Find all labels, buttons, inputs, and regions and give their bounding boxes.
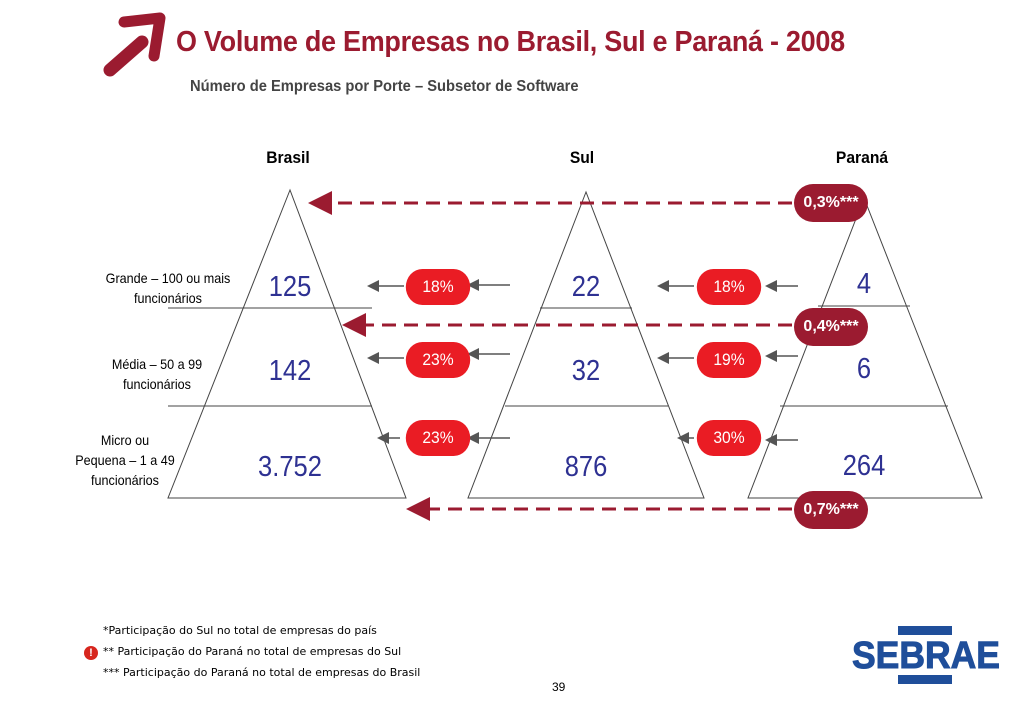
sul-share-grande: 18% — [405, 269, 471, 305]
value-brasil-grande: 125 — [268, 271, 312, 303]
page-number: 39 — [552, 680, 566, 694]
value-sul-grande: 22 — [571, 271, 601, 303]
page-title: O Volume de Empresas no Brasil, Sul e Pa… — [176, 26, 845, 58]
sul-share-media: 23% — [405, 342, 471, 378]
row-label-micro: Micro ou Pequena – 1 a 49 funcionários — [75, 432, 175, 488]
dashed-arrows — [308, 191, 792, 521]
sebrae-logo: SEBRAE — [852, 626, 1001, 684]
value-sul-micro: 876 — [564, 451, 608, 483]
column-header-parana: Paraná — [835, 148, 889, 167]
parana-share-sul-grande: 18% — [696, 269, 762, 305]
sebrae-logo-text: SEBRAE — [852, 635, 1000, 677]
footnote-1: *Participação do Sul no total de empresa… — [103, 624, 377, 637]
value-parana-micro: 264 — [842, 450, 886, 482]
row-label-grande: Grande – 100 ou mais funcionários — [105, 270, 231, 306]
footnote-3: *** Participação do Paraná no total de e… — [103, 666, 421, 679]
red-arrow-icon — [103, 12, 166, 77]
warning-icon: ! — [84, 646, 98, 660]
share-arrows — [367, 279, 798, 446]
value-parana-grande: 4 — [856, 268, 872, 300]
column-header-brasil: Brasil — [266, 148, 310, 167]
parana-share-sul-micro: 30% — [696, 420, 762, 456]
footnote-2: ** Participação do Paraná no total de em… — [103, 645, 402, 658]
parana-share-brasil-micro: 0,7%*** — [794, 491, 868, 529]
pyramid-brasil — [167, 188, 407, 499]
value-brasil-media: 142 — [268, 355, 312, 387]
value-brasil-micro: 3.752 — [258, 451, 322, 483]
pyramid-sul — [467, 190, 705, 499]
pyramid-parana — [747, 196, 983, 499]
parana-share-brasil-grande: 0,3%*** — [794, 184, 868, 222]
column-header-sul: Sul — [569, 148, 595, 167]
row-label-media: Média – 50 a 99 funcionários — [111, 356, 203, 392]
sul-share-micro: 23% — [405, 420, 471, 456]
page-subtitle: Número de Empresas por Porte – Subsetor … — [190, 78, 579, 95]
value-sul-media: 32 — [571, 355, 601, 387]
parana-share-brasil-media: 0,4%*** — [794, 308, 868, 346]
value-parana-media: 6 — [856, 353, 872, 385]
parana-share-sul-media: 19% — [696, 342, 762, 378]
